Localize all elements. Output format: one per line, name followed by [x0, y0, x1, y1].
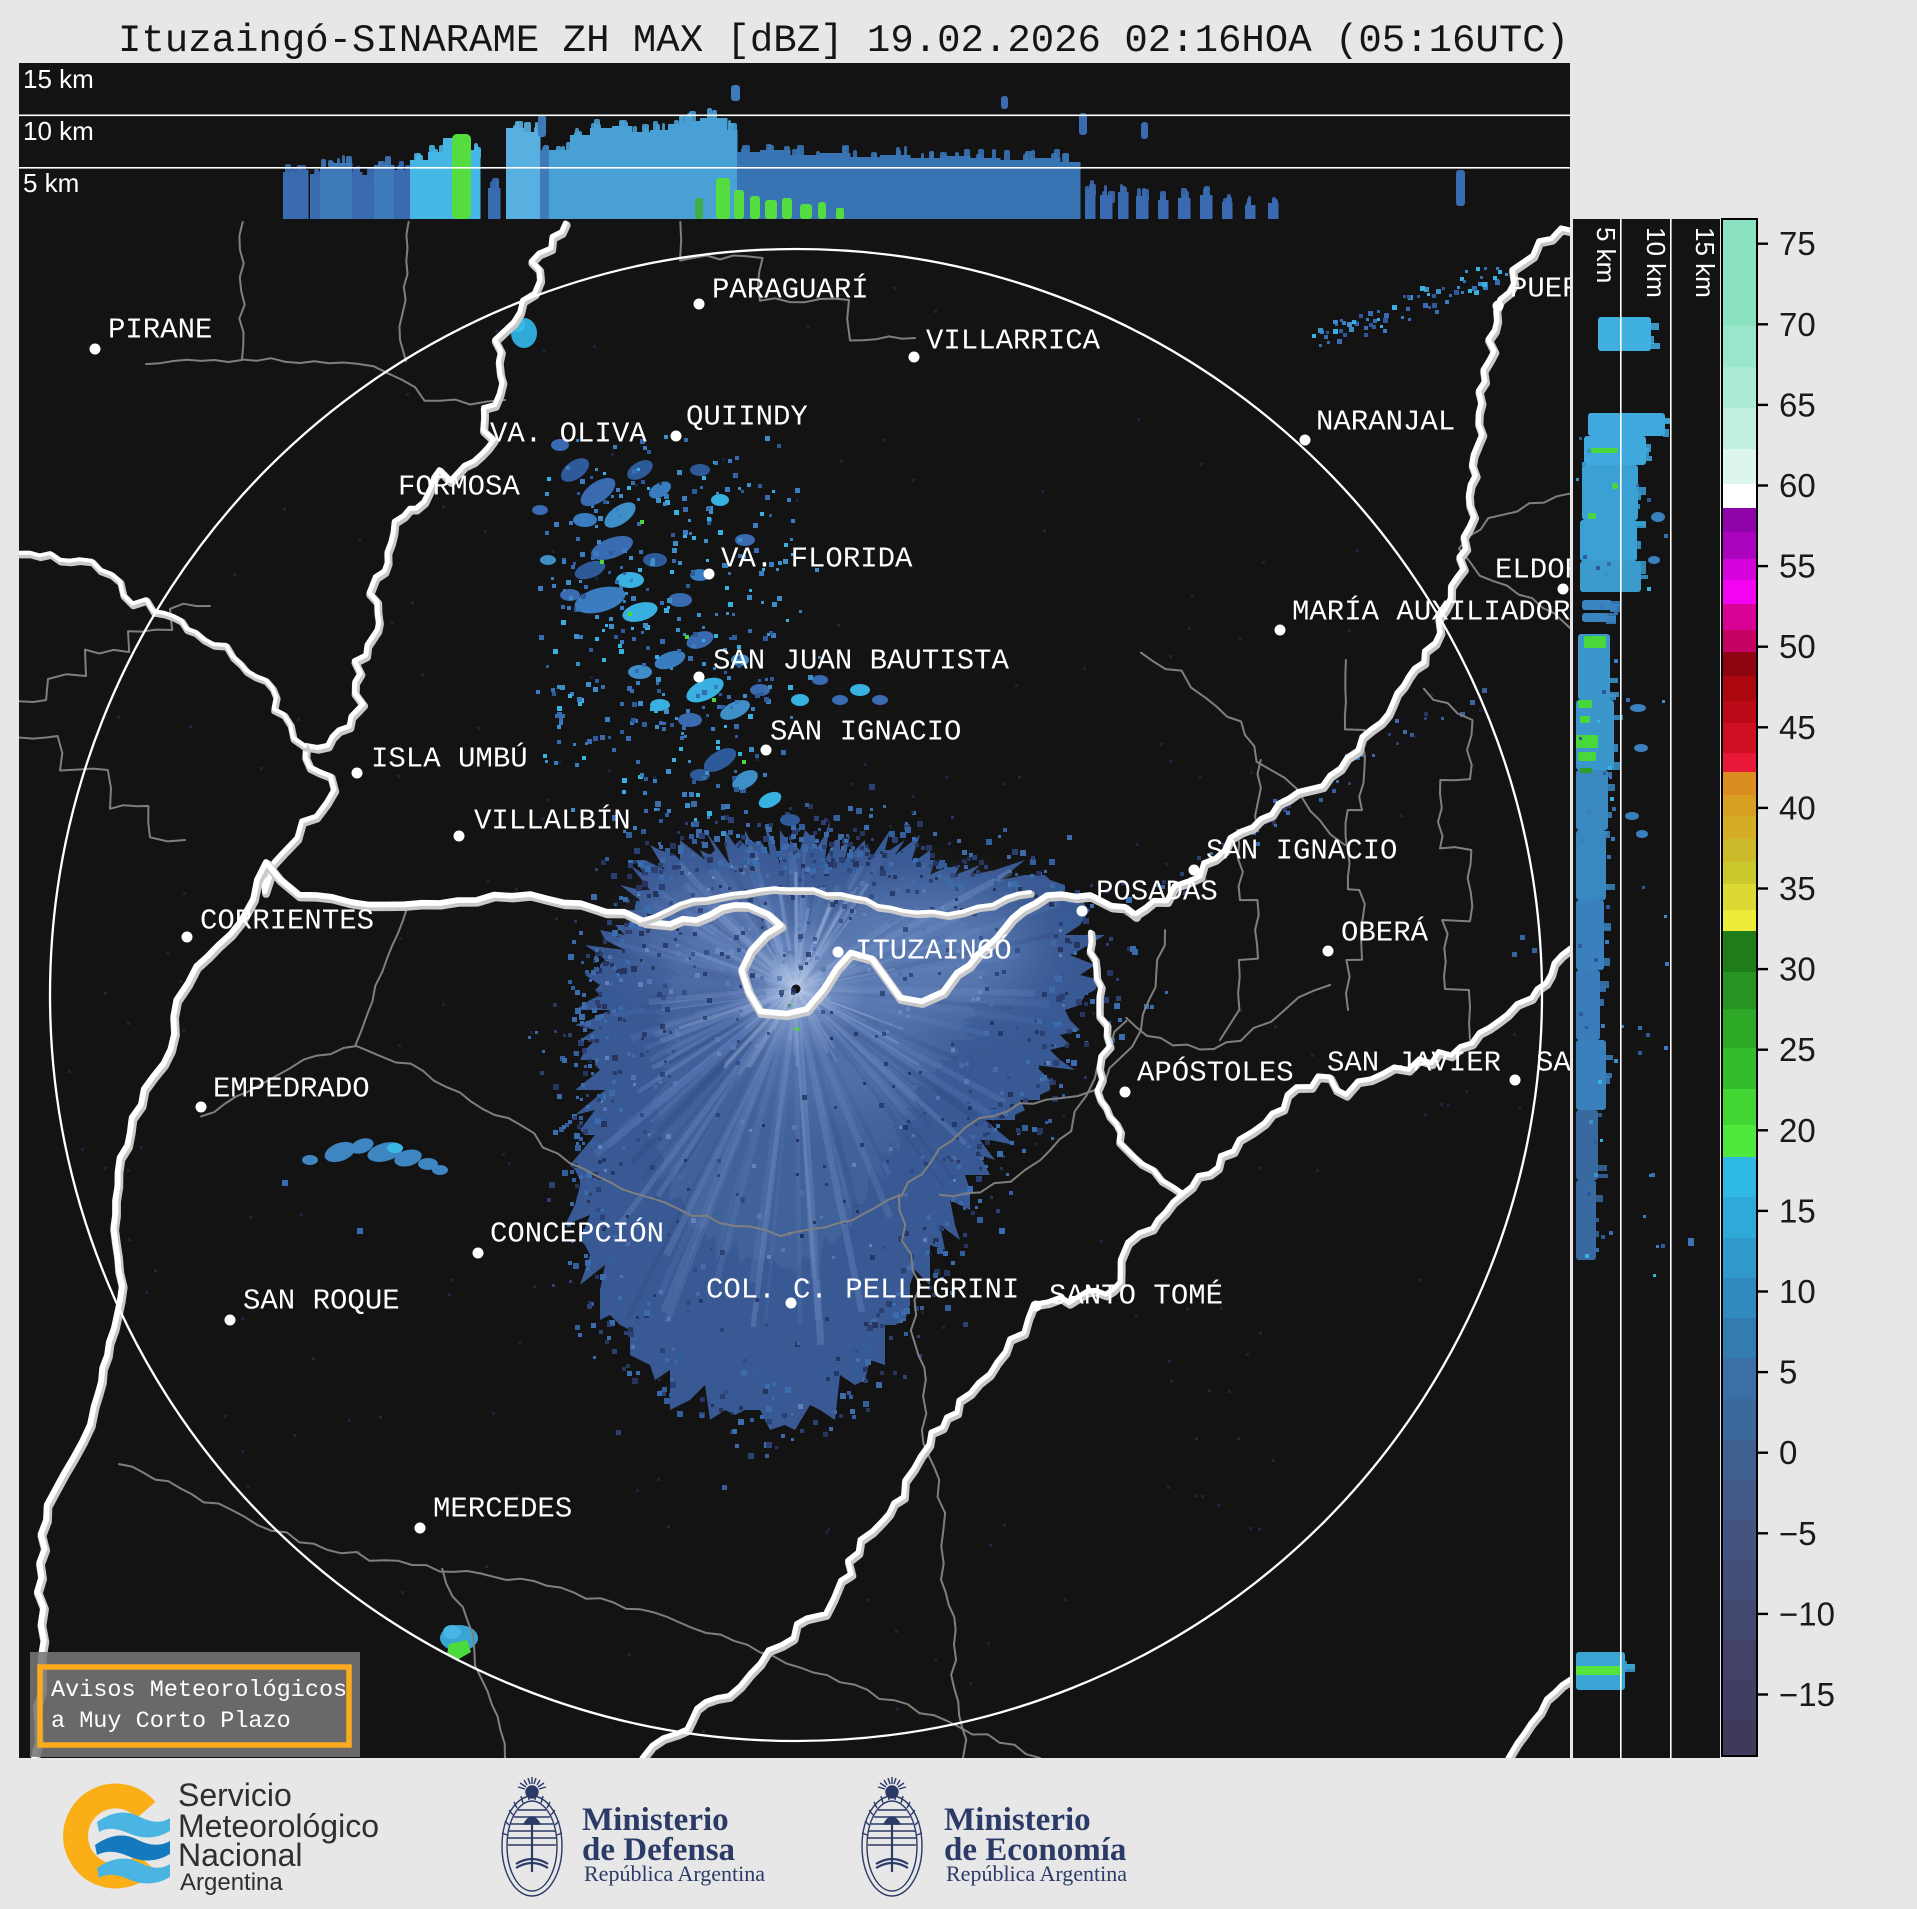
svg-text:SAN JAVIER: SAN JAVIER	[1327, 1046, 1501, 1079]
svg-text:EMPEDRADO: EMPEDRADO	[213, 1072, 370, 1105]
svg-text:Argentina: Argentina	[180, 1869, 283, 1896]
svg-text:VILLALBÍN: VILLALBÍN	[474, 803, 631, 837]
svg-text:50: 50	[1779, 628, 1816, 665]
svg-text:15: 15	[1779, 1192, 1816, 1229]
svg-text:PARAGUARÍ: PARAGUARÍ	[712, 272, 869, 306]
svg-text:−10: −10	[1779, 1595, 1835, 1632]
svg-text:COL. C. PELLEGRINI: COL. C. PELLEGRINI	[706, 1273, 1019, 1306]
svg-text:QUIINDY: QUIINDY	[686, 400, 808, 433]
svg-text:20: 20	[1779, 1112, 1816, 1149]
svg-text:SAN IGNACIO: SAN IGNACIO	[1206, 834, 1397, 867]
svg-text:30: 30	[1779, 951, 1816, 988]
svg-text:SAN ROQUE: SAN ROQUE	[243, 1284, 400, 1317]
svg-text:0: 0	[1779, 1434, 1797, 1471]
svg-text:de Defensa: de Defensa	[582, 1832, 735, 1868]
svg-text:República Argentina: República Argentina	[946, 1861, 1127, 1886]
svg-text:−5: −5	[1779, 1515, 1817, 1552]
svg-text:CONCEPCIÓN: CONCEPCIÓN	[490, 1216, 664, 1250]
svg-text:60: 60	[1779, 467, 1816, 504]
svg-text:5 km: 5 km	[1591, 227, 1621, 283]
svg-text:SAN: SAN	[1536, 1046, 1588, 1079]
svg-text:75: 75	[1779, 225, 1816, 262]
svg-text:45: 45	[1779, 709, 1816, 746]
svg-text:25: 25	[1779, 1031, 1816, 1068]
svg-text:ITUZAINGÓ: ITUZAINGÓ	[855, 933, 1012, 967]
svg-text:a Muy Corto Plazo: a Muy Corto Plazo	[51, 1708, 291, 1735]
svg-text:5 km: 5 km	[23, 168, 79, 198]
svg-text:−15: −15	[1779, 1676, 1835, 1713]
svg-text:NARANJAL: NARANJAL	[1316, 405, 1455, 438]
svg-text:FORMOSA: FORMOSA	[398, 470, 520, 503]
svg-text:Nacional: Nacional	[178, 1837, 303, 1873]
svg-text:OBERÁ: OBERÁ	[1341, 915, 1429, 949]
svg-text:VA. OLIVA: VA. OLIVA	[490, 417, 647, 450]
svg-text:SAN JUAN BAUTISTA: SAN JUAN BAUTISTA	[713, 644, 1009, 677]
svg-text:PIRANE: PIRANE	[108, 313, 212, 346]
svg-text:Meteorológico: Meteorológico	[178, 1808, 379, 1844]
svg-text:Servicio: Servicio	[178, 1777, 292, 1813]
svg-text:POSADAS: POSADAS	[1096, 875, 1218, 908]
svg-text:Ituzaingó-SINARAME ZH MAX [dBZ: Ituzaingó-SINARAME ZH MAX [dBZ] 19.02.20…	[118, 19, 1569, 63]
svg-text:10: 10	[1779, 1273, 1816, 1310]
svg-text:15 km: 15 km	[23, 64, 94, 94]
svg-text:Ministerio: Ministerio	[944, 1802, 1091, 1838]
svg-text:40: 40	[1779, 789, 1816, 826]
svg-text:PUERTO: PUERTO	[1510, 272, 1614, 305]
svg-text:15 km: 15 km	[1690, 227, 1720, 298]
svg-text:ISLA UMBÚ: ISLA UMBÚ	[371, 741, 528, 775]
svg-text:ELDORADO: ELDORADO	[1495, 553, 1634, 586]
svg-text:Ministerio: Ministerio	[582, 1802, 729, 1838]
svg-text:5: 5	[1779, 1354, 1797, 1391]
svg-text:MERCEDES: MERCEDES	[433, 1492, 572, 1525]
svg-text:65: 65	[1779, 386, 1816, 423]
svg-text:de Economía: de Economía	[944, 1832, 1126, 1868]
svg-text:APÓSTOLES: APÓSTOLES	[1137, 1055, 1294, 1089]
svg-text:República Argentina: República Argentina	[584, 1861, 765, 1886]
svg-text:70: 70	[1779, 306, 1816, 343]
svg-text:SANTO TOMÉ: SANTO TOMÉ	[1049, 1278, 1223, 1312]
svg-text:VA. FLORIDA: VA. FLORIDA	[721, 542, 913, 575]
svg-text:10 km: 10 km	[1641, 227, 1671, 298]
svg-text:Avisos Meteorológicos: Avisos Meteorológicos	[51, 1677, 347, 1704]
svg-text:10 km: 10 km	[23, 116, 94, 146]
svg-text:35: 35	[1779, 870, 1816, 907]
svg-text:VILLARRICA: VILLARRICA	[926, 324, 1101, 357]
svg-text:CORRIENTES: CORRIENTES	[200, 904, 374, 937]
svg-text:55: 55	[1779, 548, 1816, 585]
svg-text:MARÍA AUXILIADORA: MARÍA AUXILIADORA	[1292, 594, 1588, 628]
svg-text:SAN IGNACIO: SAN IGNACIO	[770, 715, 961, 748]
